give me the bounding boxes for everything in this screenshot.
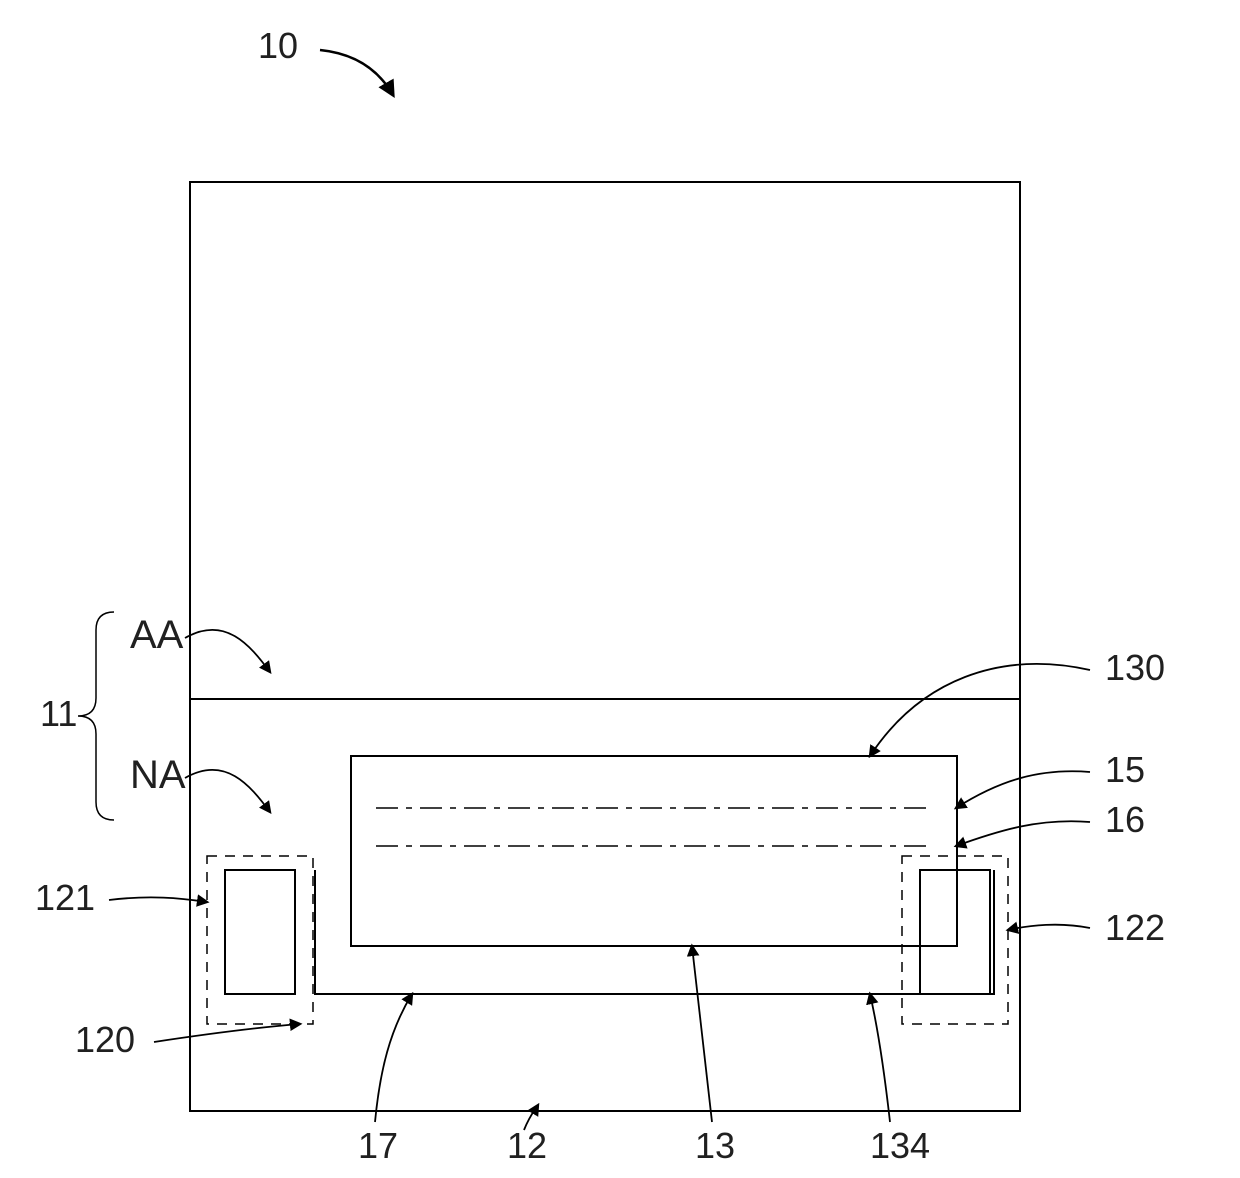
- label-region_aa: AA: [130, 613, 184, 657]
- leader-120: [154, 1024, 300, 1042]
- leader-aa: [185, 630, 270, 672]
- notch-dash-left: [207, 856, 313, 1024]
- label-l_13: 13: [695, 1125, 735, 1166]
- label-l_12: 12: [507, 1125, 547, 1166]
- label-l_130: 130: [1105, 647, 1165, 688]
- leader-17: [375, 994, 412, 1122]
- notch-left: [225, 870, 295, 994]
- label-l_15: 15: [1105, 749, 1145, 790]
- leader-15: [956, 771, 1090, 808]
- label-l_16: 16: [1105, 799, 1145, 840]
- figure-arrow: [320, 50, 393, 95]
- leader-16: [956, 821, 1090, 846]
- notch-right: [920, 870, 990, 994]
- brace-11: [78, 612, 114, 820]
- label-l_134: 134: [870, 1125, 930, 1166]
- leader-134: [870, 994, 890, 1122]
- outer-u: [315, 870, 994, 994]
- leader-130: [870, 664, 1090, 756]
- label-l_17: 17: [358, 1125, 398, 1166]
- diagram-svg: 10 AA NA 11 130 15 16 122 121 120 17 12 13 134: [0, 0, 1240, 1178]
- label-l_121: 121: [35, 877, 95, 918]
- label-region_na: NA: [130, 753, 186, 797]
- notch-dash-right: [902, 856, 1008, 1024]
- label-fig_id: 10: [258, 25, 298, 66]
- label-l_120: 120: [75, 1019, 135, 1060]
- leader-121: [109, 897, 207, 902]
- label-l_122: 122: [1105, 907, 1165, 948]
- panel-upper: [190, 182, 1020, 699]
- inner-rect: [351, 756, 957, 946]
- leader-13: [692, 946, 712, 1122]
- leader-na: [185, 770, 270, 812]
- label-brace_11: 11: [40, 693, 77, 734]
